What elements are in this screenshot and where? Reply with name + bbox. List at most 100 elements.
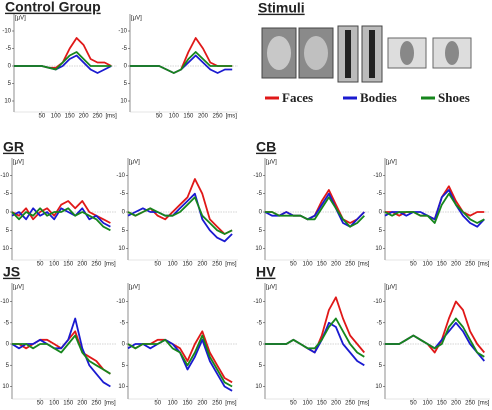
x-tick-label: 50 — [290, 262, 297, 268]
x-tick-label: 200 — [331, 401, 342, 407]
y-axis-label: [µV] — [13, 285, 24, 291]
x-tick-label: 100 — [51, 114, 62, 120]
x-tick-label: 200 — [198, 114, 209, 120]
y-tick-label: 5 — [6, 228, 10, 234]
x-tick-label: 100 — [303, 401, 314, 407]
x-tick-label: 150 — [317, 262, 328, 268]
erp-line — [11, 207, 111, 232]
y-tick-label: 5 — [8, 81, 12, 87]
x-tick-label: 50 — [37, 401, 44, 407]
y-tick-label: 0 — [259, 210, 263, 216]
x-tick-label: 200 — [331, 262, 342, 268]
y-tick-label: 0 — [122, 210, 126, 216]
y-tick-label: -5 — [120, 320, 126, 326]
y-axis-label: [µV] — [266, 285, 277, 291]
erp-line — [11, 207, 111, 228]
y-tick-label: 0 — [379, 210, 383, 216]
erp-line — [385, 185, 485, 221]
x-tick-label: 200 — [451, 401, 462, 407]
x-tick-label: 150 — [182, 262, 193, 268]
stimuli-images — [261, 25, 472, 83]
y-tick-label: -10 — [373, 173, 382, 179]
x-axis-label: [ms] — [106, 114, 118, 120]
x-tick-label: 150 — [183, 114, 194, 120]
x-tick-label: 50 — [154, 401, 161, 407]
erp-line — [14, 54, 112, 74]
y-tick-label: -10 — [2, 29, 11, 35]
erp-line — [265, 196, 365, 228]
y-axis-label: [µV] — [129, 160, 140, 166]
x-tick-label: 250 — [91, 262, 102, 268]
group-title: GR — [3, 139, 24, 155]
x-tick-label: 50 — [156, 114, 163, 120]
x-axis-label: [ms] — [225, 401, 237, 407]
y-tick-label: 0 — [6, 210, 10, 216]
x-tick-label: 100 — [168, 401, 179, 407]
y-tick-label: -5 — [377, 320, 383, 326]
y-tick-label: -10 — [253, 173, 262, 179]
erp-line — [265, 317, 365, 358]
x-tick-label: 50 — [410, 401, 417, 407]
x-tick-label: 100 — [169, 114, 180, 120]
y-tick-label: -5 — [257, 320, 263, 326]
y-tick-label: -10 — [118, 29, 127, 35]
y-tick-label: 10 — [4, 99, 11, 105]
y-tick-label: -5 — [6, 46, 12, 52]
x-tick-label: 100 — [49, 262, 60, 268]
x-tick-label: 250 — [212, 401, 223, 407]
y-tick-label: -5 — [4, 191, 10, 197]
y-axis-label: [µV] — [129, 285, 140, 291]
erp-line — [384, 192, 485, 224]
x-tick-label: 150 — [65, 114, 76, 120]
x-tick-label: 150 — [63, 401, 74, 407]
y-tick-label: 0 — [122, 342, 126, 348]
x-tick-label: 250 — [465, 262, 476, 268]
x-tick-label: 150 — [317, 401, 328, 407]
erp-line — [384, 189, 485, 228]
group-title: CB — [256, 139, 276, 155]
y-tick-label: 0 — [124, 64, 128, 70]
x-tick-label: 100 — [423, 401, 434, 407]
y-tick-label: 0 — [6, 342, 10, 348]
y-tick-label: -10 — [116, 299, 125, 305]
y-tick-label: -5 — [122, 46, 128, 52]
x-tick-label: 250 — [212, 262, 223, 268]
x-tick-label: 50 — [410, 262, 417, 268]
y-tick-label: 5 — [6, 363, 10, 369]
group-title: Control Group — [5, 0, 101, 15]
x-tick-label: 150 — [437, 401, 448, 407]
x-tick-label: 50 — [37, 262, 44, 268]
x-tick-label: 150 — [437, 262, 448, 268]
x-tick-label: 250 — [345, 401, 356, 407]
x-tick-label: 150 — [182, 401, 193, 407]
y-axis-label: [µV] — [131, 16, 142, 22]
y-tick-label: 5 — [259, 228, 263, 234]
x-tick-label: 250 — [91, 401, 102, 407]
y-tick-label: -5 — [4, 320, 10, 326]
y-axis-label: [µV] — [15, 16, 26, 22]
y-tick-label: 10 — [255, 384, 262, 390]
y-tick-label: 10 — [118, 384, 125, 390]
x-axis-label: [ms] — [104, 401, 116, 407]
y-tick-label: 0 — [8, 64, 12, 70]
x-tick-label: 100 — [168, 262, 179, 268]
y-tick-label: -5 — [120, 191, 126, 197]
x-tick-label: 200 — [77, 262, 88, 268]
erp-line — [127, 330, 233, 384]
y-tick-label: 10 — [120, 99, 127, 105]
x-tick-label: 100 — [423, 262, 434, 268]
x-tick-label: 200 — [197, 262, 208, 268]
x-tick-label: 250 — [345, 262, 356, 268]
y-tick-label: 5 — [122, 363, 126, 369]
erp-line — [385, 317, 485, 358]
y-tick-label: 10 — [375, 384, 382, 390]
x-axis-label: [ms] — [104, 262, 116, 268]
y-tick-label: 0 — [379, 342, 383, 348]
y-axis-label: [µV] — [266, 160, 277, 166]
y-axis-label: [µV] — [13, 160, 24, 166]
erp-line — [11, 317, 111, 388]
legend-label: Faces — [282, 90, 313, 105]
erp-line — [385, 300, 485, 354]
y-tick-label: 5 — [379, 228, 383, 234]
